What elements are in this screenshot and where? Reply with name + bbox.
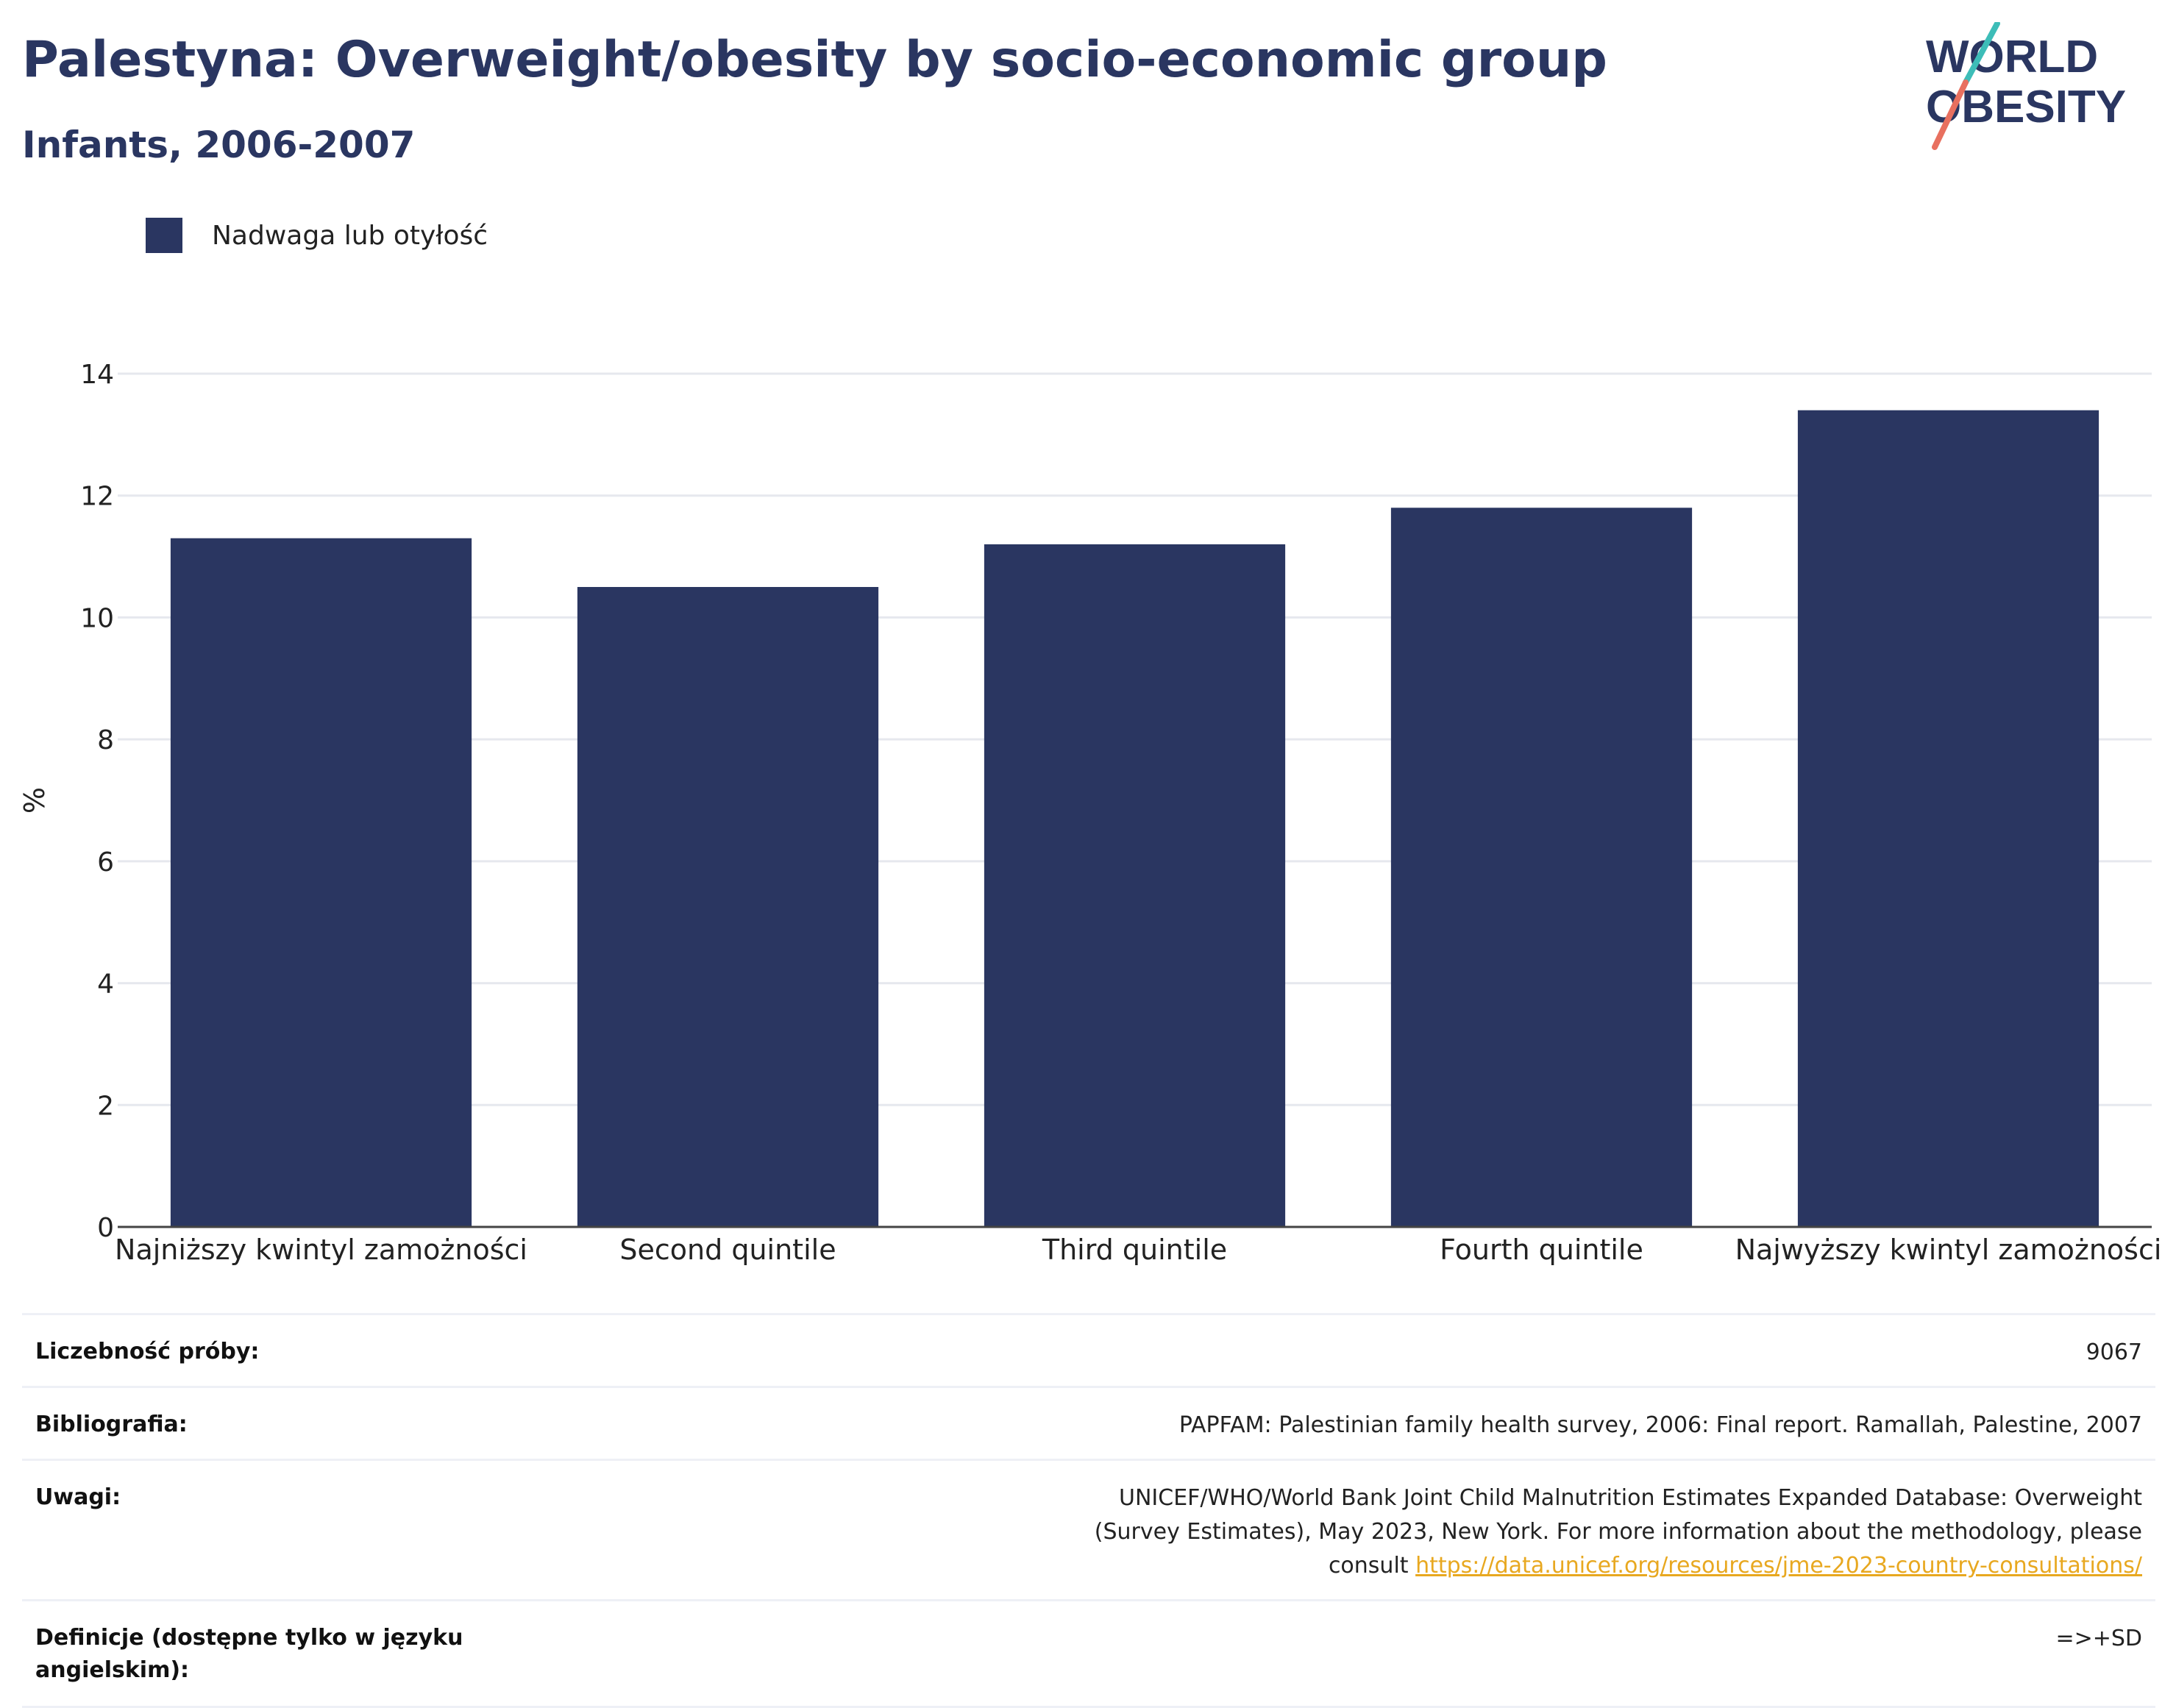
notes-value: UNICEF/WHO/World Bank Joint Child Malnut… — [506, 1481, 2142, 1583]
y-tick-label: 2 — [97, 1091, 114, 1121]
y-tick-label: 14 — [80, 360, 114, 390]
legend-label: Nadwaga lub otyłość — [212, 220, 488, 251]
logo-line1: WORLD — [1926, 32, 2098, 82]
x-axis-ticks: Najniższy kwintyl zamożności Second quint… — [115, 1234, 2161, 1266]
bar-chart: 0 2 4 6 8 10 12 14 Najniższy kwintyl zamożności… — [18, 360, 2161, 1266]
bar — [984, 544, 1286, 1227]
legend-swatch — [146, 218, 182, 253]
x-tick-label: Third quintile — [1042, 1234, 1227, 1266]
notes-link[interactable]: https://data.unicef.org/resources/jme-20… — [1415, 1553, 2142, 1579]
info-row-bibliography: Bibliografia: PAPFAM: Palestinian family… — [22, 1388, 2155, 1461]
x-tick-label: Najwyższy kwintyl zamożności — [1735, 1234, 2162, 1266]
bibliography-label: Bibliografia: — [35, 1412, 188, 1437]
notes-label: Uwagi: — [35, 1484, 121, 1510]
chart-subtitle: Infants, 2006-2007 — [22, 124, 416, 166]
info-row-definitions: Definicje (dostępne tylko w języku angie… — [22, 1601, 2155, 1708]
y-axis-ticks: 0 2 4 6 8 10 12 14 — [80, 360, 114, 1243]
y-tick-label: 6 — [97, 847, 114, 878]
sample-value: 9067 — [2086, 1339, 2142, 1365]
x-tick-label: Najniższy kwintyl zamożności — [115, 1234, 527, 1266]
bar — [170, 538, 472, 1227]
x-tick-label: Second quintile — [619, 1234, 836, 1266]
sample-label: Liczebność próby: — [35, 1339, 260, 1364]
y-tick-label: 0 — [97, 1213, 114, 1243]
y-tick-label: 10 — [80, 603, 114, 633]
y-tick-label: 12 — [80, 482, 114, 512]
world-obesity-logo: WORLD OBESITY — [1926, 22, 2126, 150]
y-tick-label: 4 — [97, 969, 114, 1000]
legend[interactable]: Nadwaga lub otyłość — [146, 218, 488, 253]
bar — [577, 587, 879, 1227]
bar — [1797, 410, 2099, 1227]
x-tick-label: Fourth quintile — [1440, 1234, 1643, 1266]
bibliography-value: PAPFAM: Palestinian family health survey… — [1178, 1412, 2142, 1438]
bar — [1390, 508, 1693, 1227]
chart-title: Palestyna: Overweight/obesity by socio-e… — [22, 31, 1607, 89]
y-tick-label: 8 — [97, 725, 114, 755]
info-row-sample: Liczebność próby: 9067 — [22, 1315, 2155, 1388]
notes-text: UNICEF/WHO/World Bank Joint Child Malnut… — [1094, 1485, 2142, 1579]
y-axis-label: % — [18, 787, 51, 814]
info-row-notes: Uwagi: UNICEF/WHO/World Bank Joint Child… — [22, 1461, 2155, 1601]
bars — [170, 410, 2099, 1227]
definitions-value: =>+SD — [2055, 1626, 2142, 1651]
definitions-label: Definicje (dostępne tylko w języku angie… — [35, 1625, 463, 1683]
info-table: Liczebność próby: 9067 Bibliografia: PAP… — [22, 1313, 2155, 1708]
